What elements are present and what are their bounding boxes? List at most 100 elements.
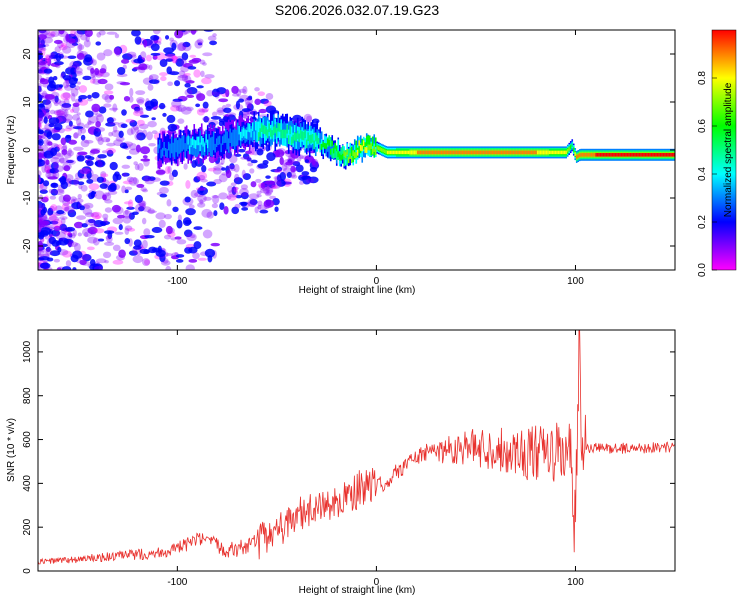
spectrogram-cell bbox=[83, 202, 94, 209]
spectrogram-cell bbox=[176, 147, 179, 157]
spectrogram-cell bbox=[38, 92, 41, 99]
snr-x-ticks: -100 0 100 bbox=[167, 330, 584, 588]
spectrogram-cell bbox=[667, 153, 670, 157]
spectrogram-cell bbox=[61, 149, 68, 155]
spectrogram-cell bbox=[150, 35, 160, 41]
spectrogram-cell bbox=[100, 71, 110, 78]
spectrogram-cell bbox=[135, 144, 141, 153]
spectrogram-cell bbox=[159, 193, 168, 198]
spectrogram-cell bbox=[188, 204, 195, 209]
spectrogram-cell bbox=[212, 111, 218, 117]
spectrogram-cell bbox=[311, 133, 314, 143]
spectrogram-cell bbox=[258, 108, 267, 114]
spectrogram-cell bbox=[608, 153, 611, 157]
spectrogram-cell bbox=[131, 30, 141, 37]
spectrogram-cell bbox=[427, 150, 430, 155]
spectrogram-cell bbox=[238, 98, 245, 103]
spectrogram-cell bbox=[115, 136, 125, 142]
spectrogram-cell bbox=[164, 252, 173, 257]
spectrogram-cell bbox=[105, 235, 112, 240]
spectrogram-cell bbox=[53, 101, 60, 107]
spectrogram-cell bbox=[116, 81, 127, 85]
spectrogram-cell bbox=[43, 33, 55, 39]
spectrogram-cell bbox=[476, 150, 479, 155]
spectrogram-cell bbox=[238, 148, 246, 153]
spectrogram-cell bbox=[138, 107, 143, 111]
spectrogram-cell bbox=[388, 150, 391, 155]
spectrogram-cell bbox=[424, 150, 427, 155]
spectrogram-cell bbox=[287, 154, 296, 161]
spectrogram-cell bbox=[158, 187, 169, 194]
spectrogram-cell bbox=[578, 153, 581, 157]
spectrogram-cell bbox=[605, 153, 608, 157]
spectrogram-cell bbox=[289, 130, 292, 146]
spectrogram-cell bbox=[58, 177, 67, 183]
spectrogram-cell bbox=[508, 150, 511, 155]
spectrogram-cell bbox=[293, 168, 298, 172]
spectrogram-cell bbox=[79, 205, 85, 211]
spectrogram-cell bbox=[88, 127, 95, 134]
spectrogram-cell bbox=[93, 228, 105, 234]
spectrogram-cell bbox=[134, 132, 141, 141]
spectrogram-cell bbox=[98, 30, 106, 36]
spectrogram-cell bbox=[461, 150, 464, 155]
spectrogram-cell bbox=[140, 158, 151, 162]
spectrogram-cell bbox=[146, 131, 153, 141]
spectrogram-cell bbox=[87, 226, 98, 235]
spectrogram-cell bbox=[269, 128, 272, 137]
spectrogram-cell bbox=[57, 87, 63, 91]
spectrogram-cell bbox=[38, 85, 42, 93]
spectrogram-cell bbox=[62, 250, 73, 258]
colorbar-label: Normalized spectral amplitude bbox=[723, 82, 734, 217]
spectrogram-cell bbox=[434, 150, 437, 155]
spectrogram-cell bbox=[78, 44, 85, 51]
spectrogram-cell bbox=[352, 152, 355, 163]
spectrogram-cell bbox=[114, 171, 120, 177]
spectrogram-cell bbox=[52, 161, 59, 169]
spectrogram-cell bbox=[145, 54, 152, 62]
spectrogram-cell bbox=[349, 153, 352, 159]
spectrogram-cell bbox=[256, 121, 259, 131]
y-tick-label: 400 bbox=[22, 475, 33, 492]
spectrogram-cell bbox=[138, 123, 149, 130]
spectrogram-cell bbox=[218, 135, 221, 145]
spectrogram-cell bbox=[181, 74, 189, 82]
spectrogram-cell bbox=[91, 91, 100, 99]
spectrogram-cell bbox=[640, 153, 643, 157]
spectrogram-cell bbox=[78, 183, 83, 190]
spectrogram-cell bbox=[90, 147, 101, 152]
spectrogram-cell bbox=[400, 150, 403, 155]
spectrogram-cell bbox=[89, 259, 96, 266]
spectrogram-cell bbox=[128, 199, 134, 209]
spectrogram-cell bbox=[136, 99, 145, 105]
spectrogram-cell bbox=[170, 237, 177, 241]
spectrogram-cell bbox=[454, 150, 457, 155]
spectrogram-cell bbox=[218, 139, 221, 154]
spectrogram-cell bbox=[190, 30, 197, 35]
spectrogram-cell bbox=[254, 98, 261, 105]
spectrogram-cell bbox=[108, 121, 120, 125]
spectrogram-cell bbox=[280, 151, 286, 155]
spectrogram-cell bbox=[428, 150, 431, 155]
spectrogram-cell bbox=[84, 231, 89, 238]
spectrogram-cell bbox=[213, 165, 224, 171]
spectrogram-cell bbox=[128, 177, 139, 186]
spectrogram-cell bbox=[133, 161, 138, 166]
spectrogram-cell bbox=[263, 199, 275, 208]
spectrogram-cell bbox=[177, 118, 185, 124]
spectrogram-cell bbox=[613, 153, 616, 157]
spectrogram-cell bbox=[382, 148, 385, 153]
spectrogram-cell bbox=[90, 78, 96, 84]
spectrogram-cell bbox=[272, 114, 275, 137]
spectrogram-cell bbox=[72, 229, 77, 237]
spectrogram-cell bbox=[70, 254, 79, 263]
spectrogram-cell bbox=[95, 113, 103, 118]
spectrogram-cell bbox=[328, 144, 331, 159]
spectrogram-cell bbox=[52, 218, 63, 228]
spectrogram-cell bbox=[166, 114, 176, 124]
spectrogram-cell bbox=[224, 133, 227, 142]
spectrogram-cell bbox=[54, 165, 64, 173]
spectrogram-cell bbox=[44, 54, 51, 62]
spectrogram-cell bbox=[141, 217, 147, 225]
spectrogram-cell bbox=[406, 150, 409, 155]
